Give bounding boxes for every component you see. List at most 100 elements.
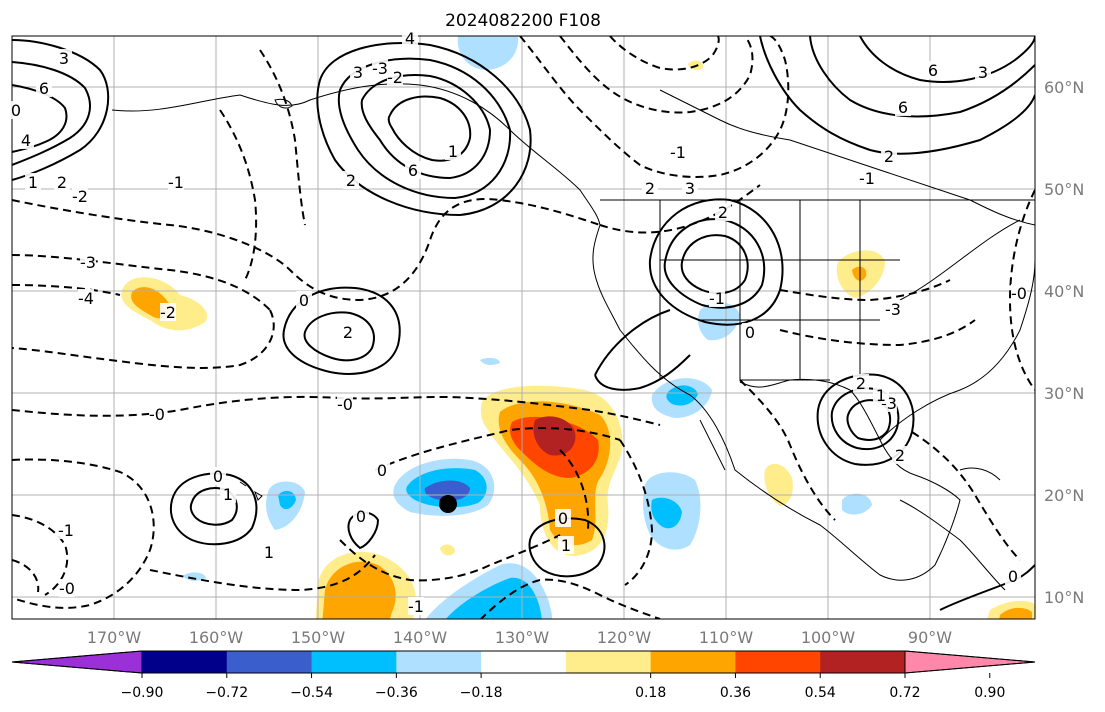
contour-label: -0 (59, 579, 75, 598)
colorbar-ticks: −0.90 −0.72 −0.54 −0.36 −0.18 0.18 0.36 0.54 0.7… (121, 673, 1005, 701)
contour-label-bg (895, 98, 911, 116)
longitude-label: 140°W (393, 628, 448, 647)
colorbar-tick-label: −0.72 (205, 685, 248, 701)
contour-label: 1 (28, 173, 38, 192)
contour-label: 2 (645, 179, 655, 198)
colorbar-segment (226, 651, 313, 673)
contour-label-bg (168, 173, 184, 191)
contour-label-bg (374, 461, 390, 479)
contour-label-bg (445, 142, 461, 160)
contour-label: 0 (213, 467, 223, 486)
cool-shade-small-2 (183, 572, 206, 581)
colorbar-tick-label: −0.54 (290, 685, 333, 701)
contour-label-bg (881, 147, 897, 165)
contour-label: 0 (377, 461, 387, 480)
latitude-label: 10°N (1044, 588, 1084, 607)
contour-label-bg (405, 161, 421, 179)
contour-label-bg (682, 179, 698, 197)
contour-label-bg (220, 485, 236, 503)
contour-label: -2 (160, 303, 176, 322)
coastlines (111, 83, 1035, 591)
contour-label-bg (25, 173, 41, 191)
warm-shade-max (533, 416, 576, 456)
contour-label: 2 (884, 147, 894, 166)
contour-label-bg (885, 300, 901, 318)
storm-marker (439, 495, 457, 513)
contour-label-bg (387, 68, 403, 86)
contour-label-bg (18, 131, 34, 149)
colorbar-extend-low (11, 650, 143, 674)
longitude-label: 110°W (699, 628, 754, 647)
colorbar-tick-label: −0.18 (460, 685, 503, 701)
contour-label-bg (149, 405, 165, 423)
contour-label-bg (1011, 284, 1027, 302)
warm-shade-se-mid (999, 607, 1032, 619)
contour-label-bg (892, 446, 908, 464)
contour-label: -1 (58, 521, 74, 540)
warm-shade-sw-mid (322, 561, 396, 619)
contour-label: -1 (709, 289, 725, 308)
longitude-label: 120°W (597, 628, 652, 647)
contour-label: 6 (898, 98, 908, 117)
contour-label: -3 (372, 59, 388, 78)
contour-label-bg (8, 101, 24, 119)
longitude-label: 100°W (801, 628, 856, 647)
warm-shade-midwest-mid (852, 266, 867, 281)
longitude-label: 90°W (908, 628, 952, 647)
contour-label: 3 (978, 63, 988, 82)
colorbar-tick-label: 0.72 (889, 685, 920, 701)
contour-label: 1 (223, 485, 233, 504)
contour-label: 1 (264, 543, 274, 562)
contour-label-bg (340, 323, 356, 341)
contour-label-bg (343, 171, 359, 189)
contour-label-bg (372, 59, 388, 77)
contour-label: 0 (356, 507, 366, 526)
contour-label: 0 (558, 509, 568, 528)
colorbar-segment (142, 651, 228, 673)
contour-label: -2 (387, 68, 403, 87)
colorbar-extend-high (904, 650, 1036, 674)
contour-label: -3 (80, 253, 96, 272)
contour-label-bg (80, 253, 96, 271)
colorbar-tick-label: 0.54 (805, 685, 836, 701)
contour-label-bg (353, 507, 369, 525)
contour-label-bg (36, 79, 52, 97)
colorbar-segment (396, 651, 482, 673)
colorbar (11, 650, 1036, 674)
cool-shade-east-mid (651, 497, 682, 529)
contour-label-bg (742, 323, 758, 341)
contour-label-bg (555, 509, 571, 527)
cool-shade-small (480, 357, 500, 365)
contour-label: 2 (895, 446, 905, 465)
contour-label-bg (58, 521, 74, 539)
contour-label-bg (296, 291, 312, 309)
contour-label: -0 (149, 405, 165, 424)
graticule (12, 36, 1035, 619)
contour-label-bg (59, 579, 75, 597)
contour-label-bg (72, 187, 88, 205)
contour-label-bg (853, 374, 869, 392)
contour-label: -1 (168, 173, 184, 192)
colorbar-segment (650, 651, 736, 673)
colorbar-tick-label: −0.90 (121, 685, 164, 701)
contour-label-bg (350, 63, 366, 81)
contour-label: 4 (21, 131, 31, 150)
latitude-label: 20°N (1044, 486, 1084, 505)
contour-label: 3 (59, 49, 69, 68)
contour-label: 0 (11, 101, 21, 120)
contour-label-bg (56, 49, 72, 67)
contour-label-bg (1005, 567, 1021, 585)
warm-shade-dot (440, 544, 455, 556)
colorbar-tick-label: 0.90 (974, 685, 1005, 701)
contour-label: 6 (408, 161, 418, 180)
contour-label: 4 (405, 29, 415, 48)
contour-label: 0 (299, 291, 309, 310)
contour-label: 6 (928, 61, 938, 80)
colorbar-tick-label: 0.36 (720, 685, 751, 701)
contour-label-bg (160, 303, 176, 321)
contour-label-bg (402, 29, 418, 47)
latitude-labels: 60°N 50°N 40°N 30°N 20°N 10°N (1044, 78, 1084, 607)
latitude-label: 50°N (1044, 180, 1084, 199)
contour-label-bg (78, 289, 94, 307)
